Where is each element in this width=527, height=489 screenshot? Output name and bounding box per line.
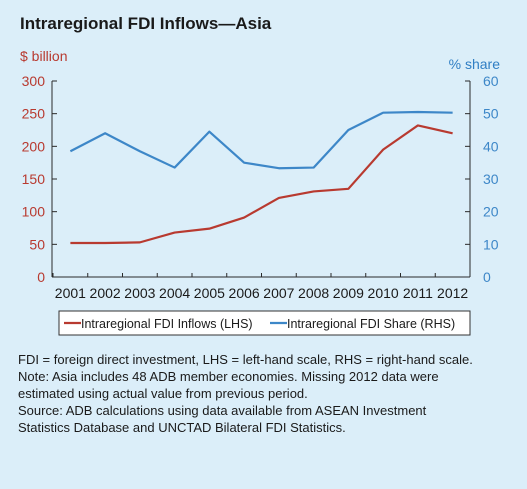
legend-share-label: Intraregional FDI Share (RHS) [287,317,455,331]
left-tick-label: 200 [22,138,46,154]
x-tick-label: 2003 [124,285,155,301]
note-line: Note: Asia includes 48 ADB member econom… [18,369,439,384]
right-tick-label: 0 [483,269,491,285]
x-tick-label: 2009 [333,285,364,301]
left-tick-label: 0 [37,269,45,285]
right-axis-unit: % share [448,56,500,72]
right-tick-label: 30 [483,171,499,187]
chart-notes: FDI = foreign direct investment, LHS = l… [18,351,518,436]
x-tick-label: 2012 [437,285,468,301]
left-tick-label: 50 [29,236,45,252]
note-line: Statistics Database and UNCTAD Bilateral… [18,420,346,435]
legend-box [58,310,471,336]
right-tick-label: 20 [483,204,499,220]
share-series-line [69,110,453,170]
left-tick-label: 150 [22,171,46,187]
x-tick-label: 2004 [159,285,190,301]
left-tick-label: 250 [22,106,46,122]
note-line: estimated using actual value from previo… [18,386,308,401]
x-tick-label: 2011 [403,285,433,301]
left-tick-label: 300 [22,73,46,89]
left-tick-label: 100 [22,204,46,220]
right-tick-label: 40 [483,138,499,154]
note-line: FDI = foreign direct investment, LHS = l… [18,352,473,367]
x-tick-label: 2007 [263,285,294,301]
x-tick-label: 2010 [368,285,399,301]
chart-title: Intraregional FDI Inflows—Asia [20,14,272,33]
x-tick-label: 2006 [229,285,260,301]
right-tick-label: 50 [483,106,499,122]
x-tick-label: 2002 [90,285,121,301]
legend-inflows-label: Intraregional FDI Inflows (LHS) [81,317,253,331]
x-tick-label: 2008 [298,285,329,301]
left-axis-unit: $ billion [20,48,68,64]
inflows-series-line [70,124,453,245]
x-tick-label: 2005 [194,285,225,301]
right-tick-label: 60 [483,73,499,89]
right-tick-label: 10 [483,236,499,252]
note-line: Source: ADB calculations using data avai… [18,403,427,418]
x-tick-label: 2001 [55,285,86,301]
